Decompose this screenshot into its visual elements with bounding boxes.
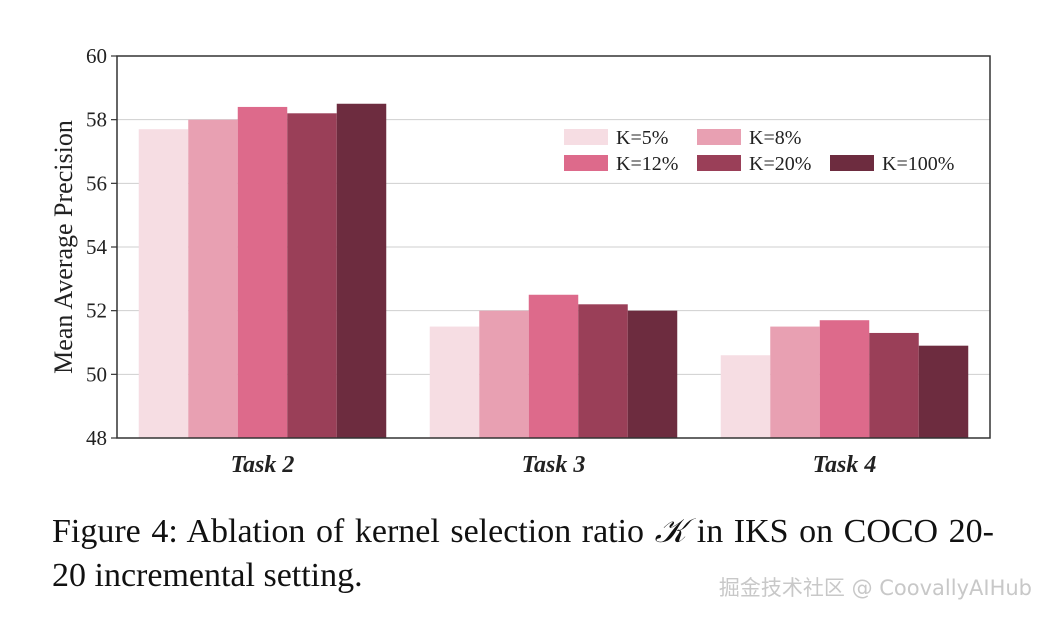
y-axis-label: Mean Average Precision: [49, 120, 78, 374]
bar-task-3-k8: [479, 310, 529, 438]
legend-label: K=12%: [616, 153, 678, 175]
legend-label: K=8%: [749, 127, 801, 149]
caption-prefix: Figure 4: Ablation of kernel selection r…: [52, 513, 655, 550]
legend-label: K=5%: [616, 127, 668, 149]
y-tick-label: 56: [86, 171, 107, 195]
y-tick-label: 58: [86, 108, 107, 132]
bar-task-4-k5: [720, 355, 771, 438]
bar-chart: 48 50 52 54 56 58 60 Task 2 Task 3 Task 4 Mean A…: [49, 44, 991, 478]
y-tick-label: 50: [86, 362, 107, 386]
caption-symbol: 𝒦: [654, 513, 687, 550]
legend: K=5% K=8% K=12% K=20% K=100%: [564, 127, 954, 175]
bar-task-4-k12: [819, 320, 870, 438]
bar-task-2-k12: [237, 106, 288, 438]
legend-label: K=100%: [882, 153, 954, 175]
bar-task-3-k5: [429, 326, 480, 438]
y-tick-label: 60: [86, 44, 107, 68]
legend-swatch: [564, 155, 608, 171]
y-tick-label: 54: [86, 235, 108, 259]
legend-swatch: [697, 155, 741, 171]
x-tick-label: Task 3: [522, 452, 586, 478]
bars: [138, 103, 969, 439]
caption-suffix: in IKS on COCO 20-20 incremental setting…: [52, 513, 994, 594]
bar-task-4-k20: [869, 332, 919, 438]
bar-task-2-k100: [336, 103, 387, 438]
y-tick-label: 48: [86, 426, 107, 450]
watermark: 掘金技术社区 @ CoovallyAIHub: [718, 576, 1032, 600]
legend-swatch: [564, 129, 608, 145]
x-tick-label: Task 4: [813, 452, 877, 478]
legend-label: K=20%: [749, 153, 811, 175]
bar-task-3-k12: [528, 294, 579, 438]
bar-task-2-k8: [188, 119, 238, 439]
legend-swatch: [830, 155, 874, 171]
y-tick-label: 52: [86, 299, 107, 323]
y-tick-labels: 48 50 52 54 56 58 60: [86, 44, 117, 450]
bar-task-4-k8: [770, 326, 820, 438]
bar-task-4-k100: [918, 345, 969, 438]
figure-caption: Figure 4: Ablation of kernel selection r…: [52, 510, 994, 598]
bar-task-2-k5: [138, 129, 189, 438]
bar-task-3-k100: [627, 310, 678, 438]
bar-task-3-k20: [578, 304, 628, 438]
bar-task-2-k20: [287, 113, 337, 439]
x-tick-labels: Task 2 Task 3 Task 4: [231, 452, 877, 478]
x-tick-label: Task 2: [231, 452, 295, 478]
legend-swatch: [697, 129, 741, 145]
